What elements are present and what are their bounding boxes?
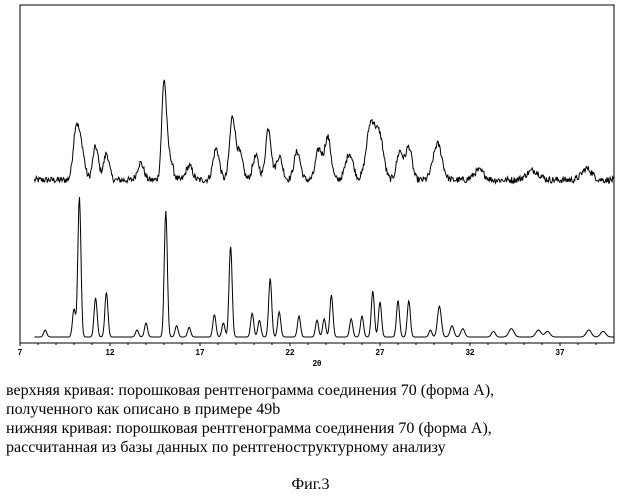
caption-line-1: верхняя кривая: порошковая рентгенограмм…	[6, 381, 616, 400]
caption-line-2: полученного как описано в примере 49b	[6, 400, 616, 419]
x-tick-label: 22	[286, 348, 295, 357]
x-tick-label: 17	[196, 348, 205, 357]
upper-pattern-line	[34, 80, 614, 183]
caption-line-4: рассчитанная из базы данных по рентгенос…	[6, 438, 616, 457]
x-tick-label: 12	[106, 348, 115, 357]
x-axis-ticks: 7 12 17 22 27 32 37	[18, 343, 596, 357]
lower-pattern-line	[34, 197, 614, 337]
figure-label: Фиг.3	[0, 476, 621, 494]
caption-line-3: нижняя кривая: порошковая рентгенограмма…	[6, 419, 616, 438]
xrd-chart: 7 12 17 22 27 32 37 2θ	[0, 0, 621, 370]
x-tick-label: 7	[18, 348, 23, 357]
x-tick-label: 37	[556, 348, 565, 357]
x-tick-label: 27	[376, 348, 385, 357]
x-tick-label: 32	[466, 348, 475, 357]
x-axis-label: 2θ	[313, 359, 322, 368]
figure-caption: верхняя кривая: порошковая рентгенограмм…	[6, 381, 616, 457]
